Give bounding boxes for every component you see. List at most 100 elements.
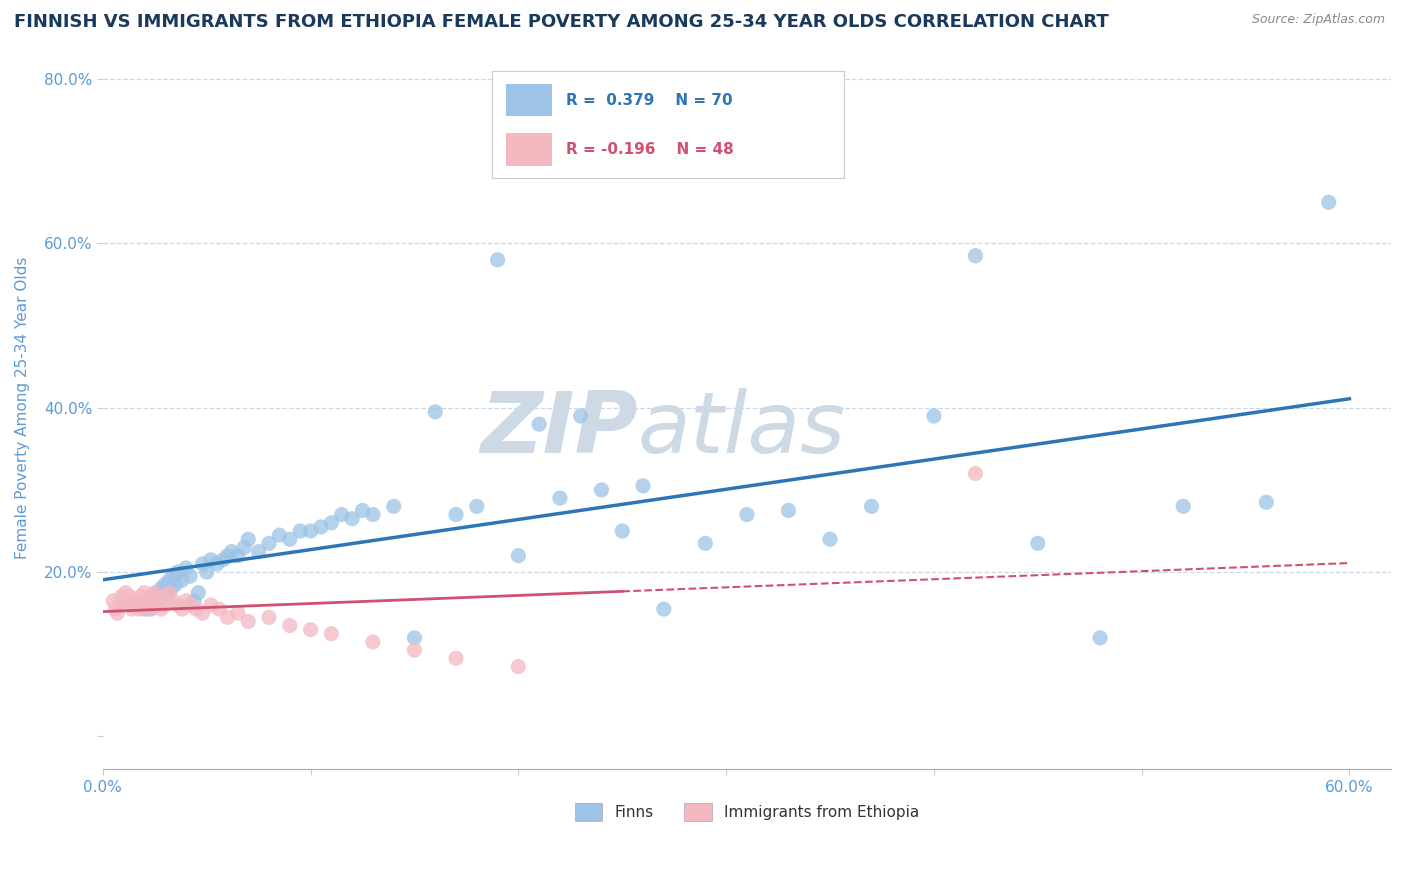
Text: Source: ZipAtlas.com: Source: ZipAtlas.com — [1251, 13, 1385, 27]
Point — [135, 598, 157, 612]
Point — [1173, 500, 1195, 514]
Point — [404, 643, 426, 657]
Point — [217, 610, 239, 624]
Point — [257, 536, 280, 550]
Point — [166, 565, 188, 579]
Point — [139, 602, 162, 616]
FancyBboxPatch shape — [506, 84, 551, 116]
Point — [508, 549, 530, 563]
Point — [143, 585, 166, 599]
Point — [382, 500, 405, 514]
Point — [735, 508, 758, 522]
Point — [114, 585, 136, 599]
Point — [200, 553, 222, 567]
Point — [965, 249, 987, 263]
Point — [425, 405, 447, 419]
Point — [166, 598, 188, 612]
Point — [631, 479, 654, 493]
Point — [152, 590, 174, 604]
Point — [134, 585, 156, 599]
Point — [162, 594, 184, 608]
Point — [612, 524, 634, 538]
Point — [860, 500, 883, 514]
Point — [444, 508, 467, 522]
Point — [330, 508, 353, 522]
Point — [105, 606, 128, 620]
Point — [149, 582, 172, 596]
Point — [153, 598, 176, 612]
Point — [278, 533, 301, 547]
Point — [146, 598, 169, 612]
Point — [238, 533, 260, 547]
Point — [157, 574, 180, 588]
Point — [205, 557, 228, 571]
Point — [299, 623, 322, 637]
Point — [142, 590, 165, 604]
Point — [152, 590, 174, 604]
Point — [148, 594, 170, 608]
Point — [170, 574, 193, 588]
FancyBboxPatch shape — [506, 134, 551, 166]
Point — [217, 549, 239, 563]
Point — [131, 594, 153, 608]
Point — [125, 598, 148, 612]
Point — [465, 500, 488, 514]
Point — [122, 594, 145, 608]
Point — [121, 602, 143, 616]
Point — [309, 520, 332, 534]
Point — [361, 508, 384, 522]
Text: FINNISH VS IMMIGRANTS FROM ETHIOPIA FEMALE POVERTY AMONG 25-34 YEAR OLDS CORRELA: FINNISH VS IMMIGRANTS FROM ETHIOPIA FEMA… — [14, 13, 1109, 31]
Point — [352, 503, 374, 517]
Point — [486, 252, 509, 267]
Point — [149, 602, 172, 616]
Point — [1088, 631, 1111, 645]
Point — [110, 590, 132, 604]
Point — [1026, 536, 1049, 550]
Y-axis label: Female Poverty Among 25-34 Year Olds: Female Poverty Among 25-34 Year Olds — [15, 257, 30, 559]
Point — [142, 594, 165, 608]
Point — [200, 598, 222, 612]
Point — [404, 631, 426, 645]
Point — [112, 594, 135, 608]
Text: atlas: atlas — [637, 388, 845, 471]
Point — [156, 585, 179, 599]
Legend: Finns, Immigrants from Ethiopia: Finns, Immigrants from Ethiopia — [568, 797, 925, 827]
Point — [361, 635, 384, 649]
Point — [104, 602, 127, 616]
Point — [165, 577, 187, 591]
Point — [922, 409, 945, 423]
Point — [321, 626, 343, 640]
Point — [117, 598, 139, 612]
Point — [238, 615, 260, 629]
Text: R =  0.379    N = 70: R = 0.379 N = 70 — [565, 93, 733, 108]
Point — [187, 585, 209, 599]
Point — [195, 565, 218, 579]
Point — [179, 569, 201, 583]
Point — [179, 598, 201, 612]
Point — [146, 585, 169, 599]
Point — [444, 651, 467, 665]
Point — [157, 585, 180, 599]
Point — [321, 516, 343, 530]
Point — [233, 541, 256, 555]
Point — [139, 590, 162, 604]
Point — [103, 594, 125, 608]
Point — [527, 417, 550, 432]
Point — [191, 606, 214, 620]
Point — [652, 602, 675, 616]
Point — [965, 467, 987, 481]
Point — [162, 569, 184, 583]
Point — [212, 553, 235, 567]
Point — [170, 602, 193, 616]
Point — [129, 590, 152, 604]
Point — [148, 594, 170, 608]
Point — [226, 606, 249, 620]
Point — [186, 602, 208, 616]
Point — [591, 483, 613, 497]
Point — [569, 409, 592, 423]
Point — [299, 524, 322, 538]
Point — [153, 577, 176, 591]
Point — [247, 544, 270, 558]
Point — [221, 544, 243, 558]
Point — [278, 618, 301, 632]
